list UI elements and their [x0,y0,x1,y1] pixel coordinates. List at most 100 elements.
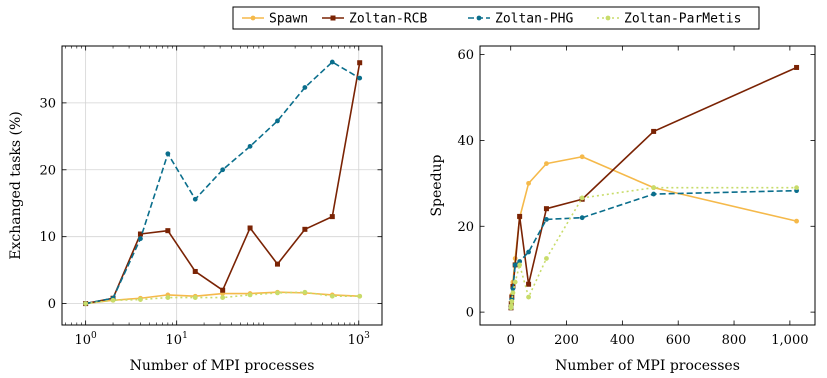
series-line-spawn [510,155,797,308]
legend-marker-zoltan-parmetis [605,15,611,21]
y-tick-label: 0 [466,306,474,321]
data-point-zoltan-parmetis [579,195,585,201]
data-point-zoltan-phg [512,262,518,268]
x-tick-base: 10 [166,333,183,348]
data-point-zoltan-rcb [274,261,280,267]
series-zoltan-rcb [83,60,363,307]
y-tick-label: 60 [457,48,474,63]
data-point-zoltan-parmetis [329,293,335,299]
x-tick-label: 100 [74,331,97,348]
y-tick-label: 30 [39,96,56,111]
data-point-zoltan-phg [329,59,335,65]
series-spawn [508,154,799,311]
legend-label-zoltan-rcb: Zoltan-RCB [349,12,427,27]
data-point-zoltan-parmetis [138,297,143,302]
data-point-zoltan-parmetis [517,262,523,268]
legend: Spawn Zoltan-RCB Zoltan-PHG Zoltan-ParMetis [232,6,760,30]
x-tick-label: 0 [507,333,515,348]
data-point-zoltan-parmetis [651,185,657,191]
data-point-zoltan-parmetis [220,295,226,300]
data-point-zoltan-phg [220,167,226,173]
legend-box [232,6,760,30]
y-axis-label: Exchanged tasks (%) [8,111,24,260]
data-point-zoltan-parmetis [110,297,116,303]
data-point-zoltan-rcb [192,268,198,274]
data-point-spawn [579,154,585,160]
series-line-zoltan-phg [85,61,361,305]
series-line-zoltan-parmetis [510,186,797,308]
data-point-zoltan-parmetis [247,292,253,298]
data-point-zoltan-phg [526,249,531,255]
plot-frame [479,45,816,326]
series-line-zoltan-parmetis [85,291,360,305]
data-point-zoltan-rcb [526,281,532,287]
data-point-zoltan-parmetis [165,295,171,300]
x-tick-label: 101 [166,331,188,348]
data-point-zoltan-rcb [220,287,226,293]
y-axis-label: Speedup [429,154,445,216]
legend-marker-zoltan-phg [476,15,482,21]
data-point-zoltan-parmetis [508,303,514,309]
y-tick-label: 20 [39,163,56,178]
series-line-zoltan-rcb [85,62,361,305]
legend-label-zoltan-parmetis: Zoltan-ParMetis [624,12,741,27]
x-tick-label: 103 [348,331,371,348]
data-point-zoltan-parmetis [192,295,198,300]
data-point-zoltan-rcb [247,225,253,231]
x-tick-exponent: 3 [364,331,370,341]
series-zoltan-parmetis [83,289,363,306]
x-axis-label: Number of MPI processes [555,358,740,374]
x-tick-label: 800 [722,333,747,348]
speedup-chart: 0 200 400 600 800 1,000 0 20 40 60 Number of MPI p… [429,45,816,374]
x-tick-base: 10 [348,333,365,348]
data-point-spawn [544,161,549,167]
data-point-zoltan-parmetis [83,301,89,306]
data-point-zoltan-parmetis [357,293,363,299]
data-point-zoltan-parmetis [509,298,515,304]
data-point-zoltan-rcb [794,64,800,70]
data-point-zoltan-phg [275,118,280,124]
y-tick-label: 40 [457,134,474,149]
data-point-zoltan-parmetis [275,290,280,296]
x-tick-label: 200 [554,333,579,348]
legend-marker-spawn [250,15,256,21]
data-point-zoltan-rcb [357,60,363,66]
data-point-zoltan-rcb [517,213,523,219]
legend-label-spawn: Spawn [269,12,308,27]
data-point-zoltan-rcb [302,226,308,232]
y-tick-label: 20 [457,220,474,235]
data-point-zoltan-rcb [543,206,549,212]
data-point-zoltan-rcb [165,228,171,234]
data-point-zoltan-parmetis [302,289,308,295]
data-point-zoltan-parmetis [544,256,549,261]
legend-label-zoltan-phg: Zoltan-PHG [495,12,573,27]
data-point-zoltan-rcb [137,231,143,237]
y-tick-label: 10 [39,230,56,245]
data-point-zoltan-phg [544,217,549,222]
x-tick-label: 1,000 [771,333,808,348]
data-point-spawn [794,218,799,224]
data-point-zoltan-parmetis [526,294,531,300]
data-point-zoltan-rcb [329,214,335,220]
data-point-zoltan-phg [517,259,523,264]
data-point-spawn [526,180,531,186]
data-point-zoltan-parmetis [510,290,516,296]
legend-marker-zoltan-rcb [330,15,336,21]
x-tick-exponent: 0 [91,331,97,341]
data-point-zoltan-phg [192,196,198,202]
x-tick-base: 10 [74,333,91,348]
data-point-zoltan-phg [165,151,171,157]
data-point-zoltan-rcb [651,128,657,134]
data-point-zoltan-phg [357,75,363,81]
x-axis-label: Number of MPI processes [130,358,315,374]
data-point-zoltan-phg [138,236,143,242]
data-point-zoltan-phg [247,143,253,149]
data-point-zoltan-phg [579,215,585,221]
data-point-zoltan-parmetis [794,185,799,191]
data-point-zoltan-phg [651,191,657,197]
x-tick-label: 400 [610,333,635,348]
x-tick-label: 600 [666,333,691,348]
data-point-zoltan-parmetis [512,279,518,285]
